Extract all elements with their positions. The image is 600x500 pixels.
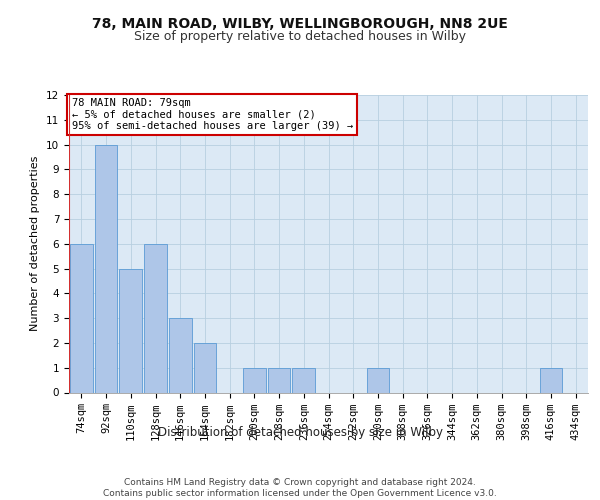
Text: 78 MAIN ROAD: 79sqm
← 5% of detached houses are smaller (2)
95% of semi-detached: 78 MAIN ROAD: 79sqm ← 5% of detached hou… <box>71 98 353 131</box>
Bar <box>194 343 216 392</box>
Bar <box>367 368 389 392</box>
Text: Distribution of detached houses by size in Wilby: Distribution of detached houses by size … <box>157 426 443 439</box>
Text: Contains HM Land Registry data © Crown copyright and database right 2024.
Contai: Contains HM Land Registry data © Crown c… <box>103 478 497 498</box>
Text: 78, MAIN ROAD, WILBY, WELLINGBOROUGH, NN8 2UE: 78, MAIN ROAD, WILBY, WELLINGBOROUGH, NN… <box>92 18 508 32</box>
Bar <box>119 268 142 392</box>
Bar <box>243 368 266 392</box>
Bar <box>70 244 93 392</box>
Bar <box>268 368 290 392</box>
Bar <box>144 244 167 392</box>
Bar <box>292 368 315 392</box>
Y-axis label: Number of detached properties: Number of detached properties <box>31 156 40 332</box>
Bar <box>169 318 191 392</box>
Text: Size of property relative to detached houses in Wilby: Size of property relative to detached ho… <box>134 30 466 43</box>
Bar <box>539 368 562 392</box>
Bar <box>95 144 118 392</box>
